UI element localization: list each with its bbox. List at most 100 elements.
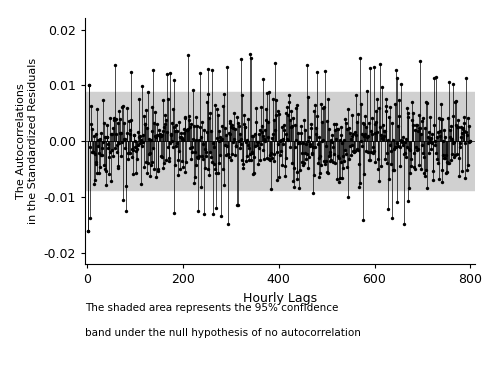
Point xyxy=(248,149,256,155)
Point xyxy=(144,90,152,95)
Point xyxy=(276,138,284,144)
Point xyxy=(150,166,158,172)
Point xyxy=(122,208,130,214)
Point xyxy=(336,132,344,138)
Point xyxy=(108,178,116,184)
Point xyxy=(274,141,282,147)
Point xyxy=(456,140,464,146)
Point xyxy=(370,148,378,154)
Point xyxy=(96,150,104,156)
Point xyxy=(394,123,402,129)
Point xyxy=(278,142,286,148)
Point xyxy=(318,119,326,124)
Point xyxy=(307,125,315,131)
Point xyxy=(376,132,384,138)
Point xyxy=(175,148,183,154)
Point xyxy=(416,124,424,130)
Point xyxy=(174,157,182,163)
Point xyxy=(228,157,235,163)
Point xyxy=(119,103,127,109)
Point xyxy=(444,160,452,166)
Point xyxy=(326,152,334,157)
Point xyxy=(376,105,384,111)
Point xyxy=(144,151,152,157)
Point xyxy=(240,166,248,171)
Point xyxy=(450,113,458,119)
Point xyxy=(238,157,246,163)
Point xyxy=(296,185,304,190)
Point xyxy=(190,123,198,129)
Point xyxy=(196,124,204,130)
Point xyxy=(262,117,270,123)
Point xyxy=(265,90,273,95)
Point xyxy=(162,117,170,123)
Point xyxy=(350,148,358,154)
Point xyxy=(460,128,468,134)
Point xyxy=(373,129,381,135)
Point xyxy=(366,149,374,155)
Point xyxy=(390,101,398,107)
Point xyxy=(104,141,112,147)
Point xyxy=(348,133,356,139)
Point xyxy=(458,130,466,136)
Point xyxy=(193,155,201,160)
Point xyxy=(133,156,141,162)
Point xyxy=(114,165,122,171)
Point xyxy=(220,166,228,172)
Point xyxy=(442,152,450,158)
Point xyxy=(210,166,218,172)
Point xyxy=(294,130,302,136)
Point xyxy=(195,137,203,143)
Point xyxy=(132,146,140,152)
Point xyxy=(264,119,272,125)
Point xyxy=(416,58,424,64)
Point xyxy=(142,159,150,164)
Point xyxy=(166,140,174,146)
Point xyxy=(350,148,358,153)
Point xyxy=(242,159,250,164)
Point xyxy=(430,75,438,81)
Point xyxy=(164,72,172,77)
Point xyxy=(182,169,190,175)
Point xyxy=(154,121,162,127)
Point xyxy=(106,155,114,160)
Point xyxy=(462,75,470,81)
Point xyxy=(445,80,453,86)
Point xyxy=(301,150,309,156)
Point xyxy=(457,134,465,140)
Point xyxy=(404,110,412,116)
Point xyxy=(298,159,306,165)
Point xyxy=(300,160,308,166)
Point xyxy=(394,139,402,145)
Point xyxy=(338,175,346,181)
Point xyxy=(208,67,216,73)
Point xyxy=(304,165,312,171)
Point xyxy=(323,118,331,124)
Point xyxy=(201,146,209,152)
Point xyxy=(282,131,290,137)
Point xyxy=(366,65,374,71)
Point xyxy=(320,68,328,74)
Point xyxy=(198,119,206,125)
Point xyxy=(160,124,168,130)
Point xyxy=(303,151,311,157)
Point xyxy=(353,119,361,125)
Point xyxy=(333,126,341,132)
Point xyxy=(198,156,206,162)
Point xyxy=(246,151,254,157)
Point xyxy=(318,101,326,106)
Point xyxy=(432,75,440,80)
Point xyxy=(216,152,224,158)
Point xyxy=(320,104,328,110)
Point xyxy=(259,133,267,139)
Point xyxy=(107,131,115,137)
Point xyxy=(150,120,158,126)
Point xyxy=(313,113,321,119)
Point xyxy=(138,143,146,149)
Point xyxy=(308,121,316,127)
Point xyxy=(372,119,380,125)
Point xyxy=(152,134,160,140)
Point xyxy=(360,171,368,177)
Point xyxy=(141,121,149,127)
Point xyxy=(418,142,426,148)
